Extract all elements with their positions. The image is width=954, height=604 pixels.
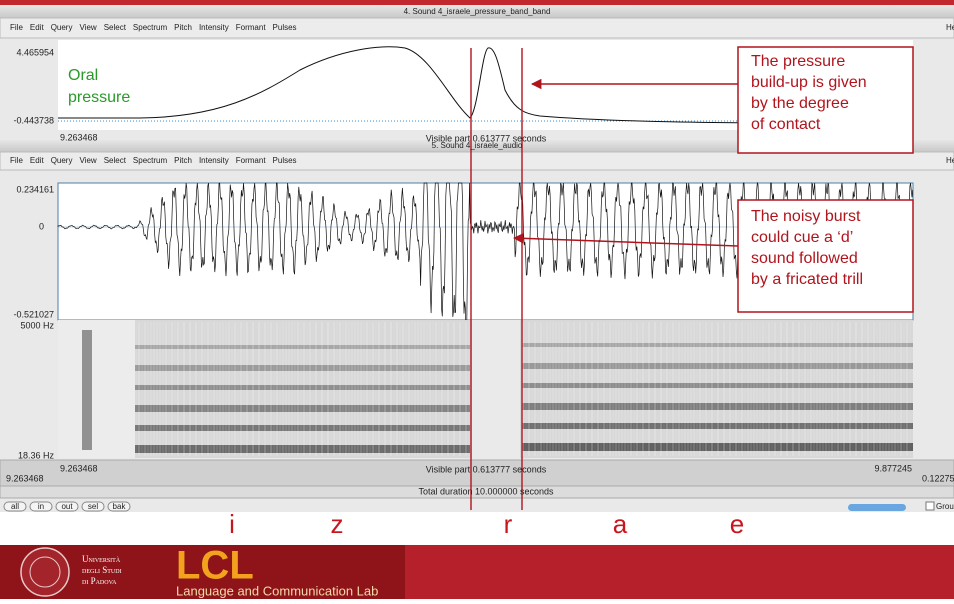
onset-stripe <box>82 330 92 450</box>
top-strip <box>0 0 954 5</box>
formant-band <box>522 403 913 410</box>
end-time-blue: 9.877245 <box>874 463 912 473</box>
burst-note: by a fricated trill <box>751 271 863 288</box>
burst-note: could cue a ‘d’ <box>751 229 853 246</box>
window-title: 4. Sound 4_israele_pressure_band_band <box>404 7 551 16</box>
pressure-note: of contact <box>751 116 821 133</box>
formant-band <box>522 423 913 429</box>
slide: 4. Sound 4_israele_pressure_band_band Fil… <box>0 0 954 599</box>
menu-item[interactable]: View <box>79 156 96 165</box>
segment-label: e <box>730 509 744 539</box>
group-checkbox[interactable] <box>926 502 934 510</box>
burst-region <box>472 320 520 458</box>
formant-band <box>135 345 470 349</box>
scrollbar[interactable] <box>848 504 906 511</box>
wave-min-label: -0.521027 <box>13 309 54 319</box>
menu-item[interactable]: Intensity <box>199 23 229 32</box>
y-min-label: -0.443738 <box>13 115 54 125</box>
menu-item[interactable]: Pitch <box>174 156 192 165</box>
onset-region <box>58 320 135 458</box>
university-name: degli Studi <box>82 565 122 575</box>
wave-max-label: 0.234161 <box>16 184 54 194</box>
lab-name: Language and Communication Lab <box>176 583 378 598</box>
formant-band <box>135 385 470 390</box>
menu-item[interactable]: Query <box>51 23 73 32</box>
burst-note: The noisy burst <box>751 208 861 225</box>
menu-item[interactable]: Pulses <box>273 23 297 32</box>
menu-item[interactable]: Edit <box>30 23 45 32</box>
menu-item[interactable]: He <box>946 156 954 165</box>
pressure-note: by the degree <box>751 95 849 112</box>
university-logo <box>21 548 69 596</box>
menu-item[interactable]: File <box>10 23 23 32</box>
start-time: 9.263468 <box>6 473 44 483</box>
y-max-label: 4.465954 <box>16 47 54 57</box>
button-label[interactable]: out <box>61 502 73 511</box>
formant-band <box>135 405 470 412</box>
formant-band <box>522 443 913 451</box>
menu-item[interactable]: View <box>79 23 96 32</box>
menu-item[interactable]: Pitch <box>174 23 192 32</box>
freq-min-label: 18.36 Hz <box>18 450 55 460</box>
segment-label: a <box>613 509 628 539</box>
formant-band <box>522 383 913 388</box>
menu-item[interactable]: File <box>10 156 23 165</box>
button-label[interactable]: all <box>11 502 19 511</box>
segment-label: i <box>229 509 235 539</box>
menu-item[interactable]: Formant <box>236 156 267 165</box>
button-label[interactable]: sel <box>88 502 98 511</box>
freq-max-label: 5000 Hz <box>20 320 54 330</box>
menu-item[interactable]: Formant <box>236 23 267 32</box>
oral-pressure-label: Oral <box>68 67 98 84</box>
oral-pressure-label: pressure <box>68 89 130 106</box>
segment-label: r <box>504 509 513 539</box>
group-label: Group <box>936 502 954 511</box>
formant-band <box>522 343 913 347</box>
menu-item[interactable]: Pulses <box>273 156 297 165</box>
visible-part: Visible part 0.613777 seconds <box>426 464 547 474</box>
menu-item[interactable]: Spectrum <box>133 23 168 32</box>
menu-item[interactable]: Edit <box>30 156 45 165</box>
formant-band <box>135 445 470 453</box>
formant-band <box>135 425 470 431</box>
burst-note: sound followed <box>751 250 858 267</box>
university-name: di Padova <box>82 576 117 586</box>
total-duration: Total duration 10.000000 seconds <box>418 486 554 496</box>
menu-item[interactable]: Query <box>51 156 73 165</box>
right-value: 0.122755 <box>922 473 954 483</box>
window-title: 5. Sound 4_israele_audio <box>432 141 523 150</box>
start-time: 9.263468 <box>60 132 98 142</box>
segment-label: z <box>331 509 344 539</box>
button-label[interactable]: in <box>38 502 44 511</box>
button-label[interactable]: bak <box>113 502 127 511</box>
lab-logo: LCL <box>176 544 254 588</box>
pressure-note: build-up is given <box>751 74 867 91</box>
menu-item[interactable]: Select <box>104 23 127 32</box>
start-time-blue: 9.263468 <box>60 463 98 473</box>
pressure-note: The pressure <box>751 53 845 70</box>
menu-item[interactable]: Spectrum <box>133 156 168 165</box>
menu-item[interactable]: Intensity <box>199 156 229 165</box>
formant-band <box>135 365 470 371</box>
wave-zero-label: 0 <box>39 221 44 231</box>
menu-item[interactable]: He <box>946 23 954 32</box>
menu-item[interactable]: Select <box>104 156 127 165</box>
university-name: Università <box>82 554 121 564</box>
formant-band <box>522 363 913 369</box>
